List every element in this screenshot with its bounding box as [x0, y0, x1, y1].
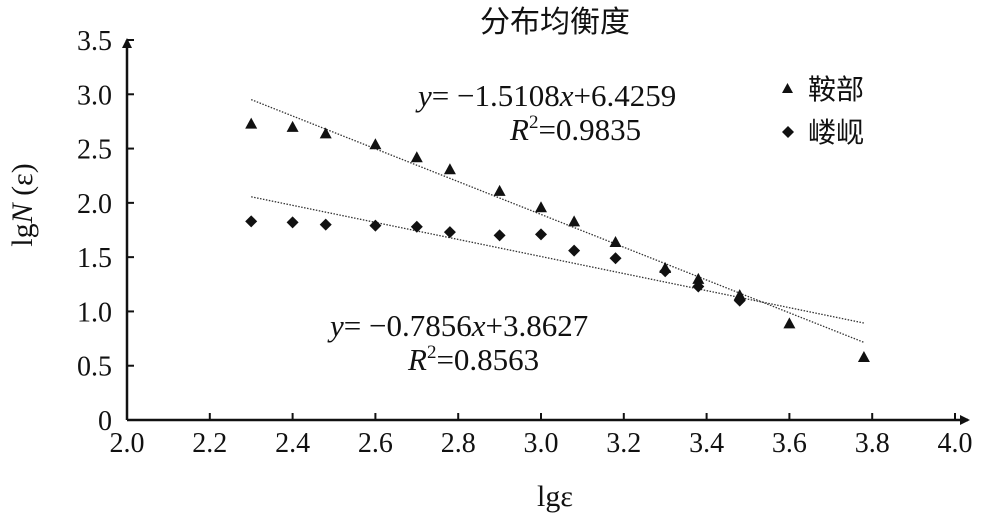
data-point-diamond	[410, 220, 423, 233]
x-tick-label: 2.4	[275, 428, 310, 459]
r2-1-text: R2=0.9835	[509, 112, 641, 147]
x-axis-title: lgε	[537, 480, 573, 513]
y-tick-label: 1.0	[77, 297, 112, 328]
r2-2-value: =0.8563	[436, 342, 539, 377]
y-tick-label: 2.0	[77, 189, 112, 220]
data-point-triangle	[319, 127, 332, 139]
y-axis-title: lgN (ε)	[6, 163, 39, 246]
data-point-triangle	[609, 235, 622, 247]
data-point-diamond	[733, 294, 746, 307]
data-point-diamond	[609, 252, 622, 265]
y-axis-title-suffix: (ε)	[6, 163, 39, 203]
data-point-diamond	[286, 216, 299, 229]
data-point-triangle	[369, 138, 382, 150]
y-axis-title-var: N	[6, 201, 39, 224]
x-tick-label: 3.0	[524, 428, 559, 459]
data-point-diamond	[568, 244, 581, 257]
data-point-diamond	[245, 215, 258, 228]
regression-equation-1: y= −1.5108x+6.4259 R2=0.9835	[415, 78, 676, 147]
y-axis-title-prefix: lg	[6, 223, 39, 246]
y-tick-label: 1.5	[77, 243, 112, 274]
y-tick-group: 0 0.5 1.0 1.5 2.0 2.5 3.0 3.5	[77, 26, 134, 437]
data-point-diamond	[659, 265, 672, 278]
data-point-triangle	[410, 151, 423, 163]
data-point-triangle	[443, 163, 456, 175]
legend: 鞍部 嵝岘	[782, 73, 864, 149]
r2-1-sup: 2	[529, 112, 539, 133]
y-tick-label: 3.5	[77, 26, 112, 57]
equation-2-x: x	[471, 308, 486, 343]
y-tick-label: 0	[98, 406, 112, 437]
data-point-triangle	[535, 201, 547, 213]
data-point-triangle	[692, 272, 705, 284]
chart-title: 分布均衡度	[480, 5, 630, 40]
data-point-triangle	[568, 215, 581, 227]
fit-line-2	[251, 196, 865, 324]
legend-marker-triangle	[782, 83, 793, 93]
data-point-triangle	[286, 120, 299, 132]
equation-2-coef: = −0.7856	[344, 308, 472, 343]
r2-1-label: R	[509, 112, 529, 147]
equation-1-x: x	[559, 78, 574, 113]
r2-2-text: R2=0.8563	[407, 342, 539, 377]
data-point-triangle	[493, 184, 506, 196]
data-point-diamond	[369, 219, 382, 232]
data-point-diamond	[493, 229, 506, 242]
y-tick-label: 0.5	[77, 352, 112, 383]
fit-line-1	[250, 98, 865, 343]
regression-equation-2: y= −0.7856x+3.8627 R2=0.8563	[327, 308, 588, 377]
fit-line-group	[250, 98, 865, 343]
legend-label-2: 嵝岘	[808, 116, 864, 149]
x-tick-label: 3.2	[606, 428, 641, 459]
x-tick-label: 4.0	[938, 428, 973, 459]
x-tick-label: 3.4	[689, 428, 724, 459]
legend-label-1: 鞍部	[808, 73, 864, 106]
legend-marker-diamond	[782, 126, 794, 138]
data-point-triangle	[245, 117, 258, 129]
equation-1-coef: = −1.5108	[432, 78, 560, 113]
equation-1-y: y	[415, 78, 432, 113]
equation-2-y: y	[327, 308, 344, 343]
y-tick-label: 3.0	[77, 80, 112, 111]
data-point-diamond	[443, 226, 456, 239]
x-tick-label: 3.6	[772, 428, 807, 459]
x-tick-label: 2.0	[110, 428, 145, 459]
data-point-diamond	[692, 280, 705, 293]
data-point-triangle	[857, 351, 870, 363]
data-point-triangle	[783, 317, 796, 329]
x-tick-label: 2.6	[358, 428, 393, 459]
equation-2-intercept: +3.8627	[486, 308, 589, 343]
equation-1-text: y= −1.5108x+6.4259	[415, 78, 676, 113]
data-point-diamond	[535, 228, 547, 241]
x-tick-label: 3.8	[855, 428, 890, 459]
y-tick-label: 2.5	[77, 135, 112, 166]
x-tick-label: 2.2	[192, 428, 227, 459]
equation-2-text: y= −0.7856x+3.8627	[327, 308, 588, 343]
x-tick-label: 2.8	[441, 428, 476, 459]
axes	[122, 38, 970, 425]
data-point-diamond	[319, 218, 332, 231]
r2-2-label: R	[407, 342, 427, 377]
r2-2-sup: 2	[427, 342, 437, 363]
data-point-group	[245, 117, 870, 363]
x-tick-group: 2.0 2.2 2.4 2.6 2.8 3.0 3.2 3.4 3.6 3.8 4.0	[110, 413, 973, 459]
r2-1-value: =0.9835	[538, 112, 641, 147]
equation-1-intercept: +6.4259	[574, 78, 677, 113]
